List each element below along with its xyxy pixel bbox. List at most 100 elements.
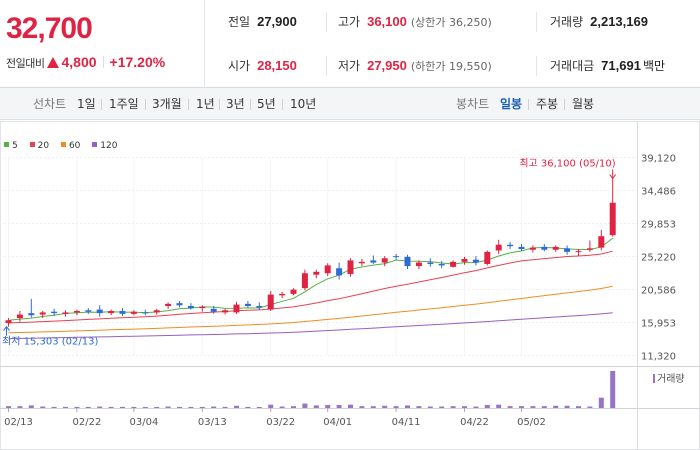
tab-divider [250,99,251,110]
x-tick-label: 04/01 [323,417,352,428]
volume-bar [541,406,547,408]
lower-limit: (하한가 19,550) [410,60,492,73]
volume-bar [439,406,445,408]
change-divider [102,56,104,68]
candle-body [28,313,35,316]
volume-bar [279,406,285,408]
candlestick-chart[interactable]: 11,320 15,953 20,586 25,220 29,853 34,486 39,1… [0,121,700,450]
volume-bar [28,405,34,408]
x-tick-label: 03/04 [129,417,158,428]
volume-bar [74,406,80,408]
legend-ma60: 60 [60,141,80,151]
change-label: 전일대비 [6,57,45,70]
tab-1day[interactable]: 1일 [77,97,96,111]
x-tick-label: 04/22 [460,417,489,428]
x-tick-label: 05/02 [517,417,546,428]
stat-low: 저가 27,950 (하한가 19,550) [338,44,492,88]
candle-body [301,273,308,289]
volume-bar [473,406,479,408]
upper-limit: (상한가 36,250) [410,16,492,29]
candle-body [404,256,411,267]
stat-high: 고가 36,100 (상한가 36,250) [338,0,492,44]
volume-bar [188,406,194,408]
volume-bar [85,406,91,408]
candle-body [313,271,320,275]
volume-bar [610,371,616,408]
candle-body [187,305,194,309]
volume-bar [40,406,46,408]
tab-10year[interactable]: 10년 [290,97,317,111]
volume-bar [325,405,331,408]
candle-body [598,236,605,248]
candle-body [5,320,12,324]
volume-bar [142,407,148,408]
high-label: 고가 [338,15,361,29]
legend-swatch [4,142,9,147]
candle-body [586,248,593,250]
candle-body [233,304,240,313]
candle-body [552,246,559,250]
candle-body [529,247,536,250]
tab-monthly[interactable]: 월봉 [572,97,595,111]
tab-1year[interactable]: 1년 [196,97,215,111]
volume-bar [154,406,160,408]
candle-body [96,309,103,314]
volume-bar [51,406,57,408]
candle-body [62,312,69,314]
volume-bar [348,404,353,408]
candle-body [51,311,58,314]
volume-bar [359,406,365,408]
change-percent: +17.20% [109,54,166,70]
candle-body [564,248,571,252]
candle-body [507,244,514,247]
candle-body [472,259,479,263]
y-tick-label: 15,953 [641,319,676,330]
tab-divider [188,99,189,110]
volume-bar [507,406,513,408]
volume-bar [120,406,125,408]
volume-label: 거래량 [550,15,584,29]
change-row: 전일대비 4,800 +17.20% [6,54,165,71]
tab-3year[interactable]: 3년 [226,97,245,111]
chart-frame [0,121,700,450]
legend-ma5: 5 [4,141,18,151]
divider [536,56,537,76]
tab-5year[interactable]: 5년 [257,97,276,111]
x-tick-label: 02/13 [4,417,33,428]
open-value: 28,150 [257,58,297,73]
x-tick-label: 03/22 [266,417,295,428]
volume-bar [450,406,456,408]
candle-body [85,310,92,312]
volume-bar [97,406,103,408]
stat-open: 시가 28,150 [228,44,297,88]
candle-body [358,261,365,264]
stat-volume: 거래량 2,213,169 [550,0,648,44]
candle-body [39,312,46,315]
ma-legend: 5 20 60 120 [4,141,126,153]
low-annotation: 최저 15,303 (02/13) [2,336,98,348]
candle-body [518,246,525,250]
volume-bar [268,404,274,408]
tab-weekly[interactable]: 주봉 [536,97,559,111]
x-tick-label: 03/13 [198,417,227,428]
tab-daily[interactable]: 일봉 [500,97,523,111]
candle-body [427,262,434,264]
y-tick-label: 25,220 [641,253,676,264]
tab-1week[interactable]: 1주일 [109,97,139,111]
volume-bar [576,406,581,408]
high-annotation: 최고 36,100 (05/10) [519,158,615,170]
volume-bar [234,405,239,408]
volume-bar [256,407,262,408]
candle-body [290,289,297,294]
ma120-line [8,312,613,340]
candle-body [73,310,80,313]
volume-bar [393,406,399,408]
volume-bar [199,406,205,408]
stat-amount: 거래대금 71,691 백만 [550,44,665,88]
candle-body [461,258,468,262]
low-value: 27,950 [367,58,407,73]
candle-body [336,268,343,276]
volume-bar [462,406,467,408]
tab-3month[interactable]: 3개월 [152,97,182,111]
amount-label: 거래대금 [550,59,595,73]
